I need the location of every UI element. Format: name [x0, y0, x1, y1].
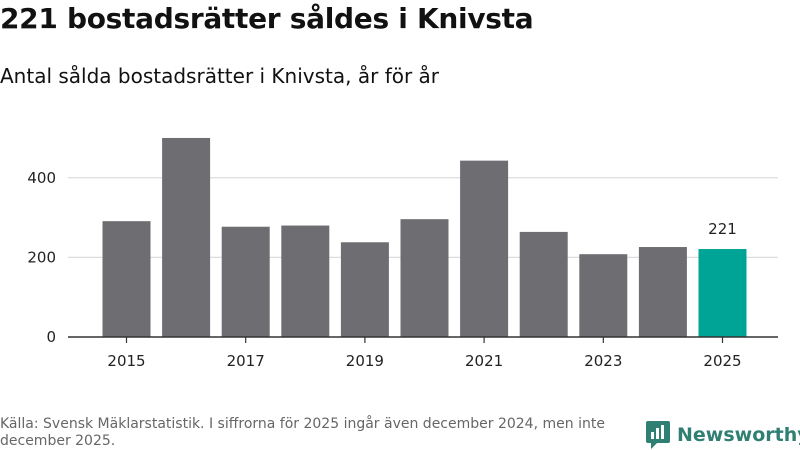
- y-tick-label-0: 0: [46, 328, 56, 346]
- source-note: Källa: Svensk Mäklarstatistik. I siffror…: [0, 416, 605, 449]
- data-label-2025: 221: [708, 220, 737, 238]
- y-tick-label-400: 400: [27, 169, 56, 187]
- bar-2020: [400, 219, 449, 337]
- chart-title: 221 bostadsrätter såldes i Knivsta: [0, 2, 534, 35]
- x-tick-label-2019: 2019: [346, 352, 384, 370]
- bar-2015: [102, 221, 151, 337]
- logo-text: Newsworthy: [677, 424, 800, 446]
- bar-2016: [162, 137, 211, 337]
- bar-2022: [519, 231, 568, 337]
- x-tick-label-2015: 2015: [107, 352, 145, 370]
- newsworthy-logo-icon: [646, 421, 670, 449]
- bar-2019: [340, 242, 389, 337]
- chart-subtitle: Antal sålda bostadsrätter i Knivsta, år …: [0, 64, 440, 88]
- bar-2025: [698, 249, 747, 337]
- x-tick-label-2017: 2017: [227, 352, 265, 370]
- bar-2023: [579, 254, 628, 337]
- x-tick-label-2021: 2021: [465, 352, 503, 370]
- bar-2021: [460, 160, 509, 337]
- y-tick-label-200: 200: [27, 248, 56, 266]
- bar-2024: [638, 247, 687, 337]
- bar-2018: [281, 225, 330, 337]
- bar-2017: [221, 226, 270, 337]
- newsworthy-logo: Newsworthy: [645, 420, 800, 450]
- x-tick-label-2025: 2025: [703, 352, 741, 370]
- x-tick-label-2023: 2023: [584, 352, 622, 370]
